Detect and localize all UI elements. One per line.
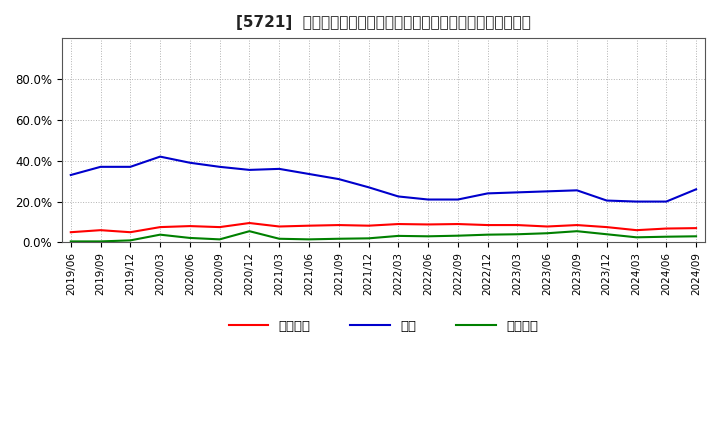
在庫 <box>66 172 75 178</box>
買入債務 <box>335 236 343 242</box>
在庫 <box>543 189 552 194</box>
買入債務 <box>305 237 313 242</box>
買入債務 <box>662 234 670 239</box>
在庫 <box>126 164 135 169</box>
買入債務 <box>215 237 224 242</box>
売上債権 <box>156 224 164 230</box>
在庫 <box>632 199 641 204</box>
在庫 <box>483 191 492 196</box>
買入債務 <box>394 233 402 238</box>
買入債務 <box>483 232 492 237</box>
売上債権 <box>394 221 402 227</box>
Title: [5721]  売上債権、在庫、買入債務の総資産に対する比率の推移: [5721] 売上債権、在庫、買入債務の総資産に対する比率の推移 <box>236 15 531 30</box>
買入債務 <box>513 231 522 237</box>
在庫 <box>603 198 611 203</box>
買入債務 <box>126 238 135 243</box>
売上債権 <box>335 223 343 228</box>
売上債権 <box>305 223 313 228</box>
買入債務 <box>632 235 641 240</box>
売上債権 <box>186 224 194 229</box>
売上債権 <box>275 224 284 229</box>
売上債権 <box>96 227 105 233</box>
買入債務 <box>364 236 373 241</box>
買入債務 <box>66 239 75 244</box>
Line: 売上債権: 売上債権 <box>71 223 696 232</box>
在庫 <box>215 164 224 169</box>
買入債務 <box>275 236 284 242</box>
在庫 <box>513 190 522 195</box>
Line: 在庫: 在庫 <box>71 157 696 202</box>
在庫 <box>305 171 313 176</box>
売上債権 <box>66 230 75 235</box>
売上債権 <box>483 223 492 228</box>
売上債権 <box>424 222 433 227</box>
在庫 <box>186 160 194 165</box>
売上債権 <box>603 224 611 230</box>
売上債権 <box>662 226 670 231</box>
買入債務 <box>245 228 253 234</box>
在庫 <box>96 164 105 169</box>
在庫 <box>662 199 670 204</box>
売上債権 <box>364 223 373 228</box>
売上債権 <box>245 220 253 226</box>
在庫 <box>572 188 581 193</box>
売上債権 <box>513 223 522 228</box>
買入債務 <box>186 235 194 241</box>
在庫 <box>156 154 164 159</box>
売上債権 <box>126 230 135 235</box>
買入債務 <box>424 234 433 239</box>
売上債権 <box>632 227 641 233</box>
在庫 <box>275 166 284 172</box>
在庫 <box>245 167 253 172</box>
在庫 <box>364 185 373 190</box>
Line: 買入債務: 買入債務 <box>71 231 696 242</box>
買入債務 <box>692 234 701 239</box>
売上債権 <box>454 221 462 227</box>
在庫 <box>424 197 433 202</box>
買入債務 <box>156 232 164 237</box>
買入債務 <box>543 231 552 236</box>
在庫 <box>394 194 402 199</box>
買入債務 <box>603 231 611 237</box>
在庫 <box>692 187 701 192</box>
売上債権 <box>692 225 701 231</box>
売上債権 <box>215 224 224 230</box>
売上債権 <box>543 224 552 229</box>
買入債務 <box>572 228 581 234</box>
在庫 <box>454 197 462 202</box>
売上債権 <box>572 223 581 228</box>
在庫 <box>335 176 343 182</box>
Legend: 売上債権, 在庫, 買入債務: 売上債権, 在庫, 買入債務 <box>223 315 544 338</box>
買入債務 <box>454 233 462 238</box>
買入債務 <box>96 239 105 244</box>
